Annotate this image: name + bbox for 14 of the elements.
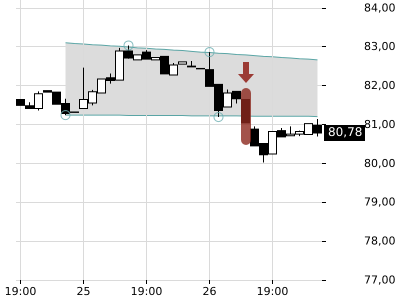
annotation: 80,78	[324, 125, 366, 141]
x-tick-label: 26	[202, 285, 216, 298]
y-tick-label: 80,00	[364, 156, 396, 170]
y-tick-label: 77,00	[364, 274, 396, 286]
x-tick-label: 19:00	[256, 285, 288, 298]
x-tick-label: 19:00	[4, 285, 36, 298]
y-tick-label: 81,00	[364, 118, 396, 131]
x-tick-label: 25	[76, 285, 90, 298]
y-tick-label: 83,00	[364, 40, 396, 54]
y-tick-label: 78,00	[364, 234, 396, 248]
y-tick-label: 84,00	[364, 1, 396, 14]
x-tick-label: 19:00	[130, 285, 162, 298]
y-tick-label: 82,00	[364, 79, 396, 92]
y-tick-label: 79,00	[364, 196, 396, 209]
